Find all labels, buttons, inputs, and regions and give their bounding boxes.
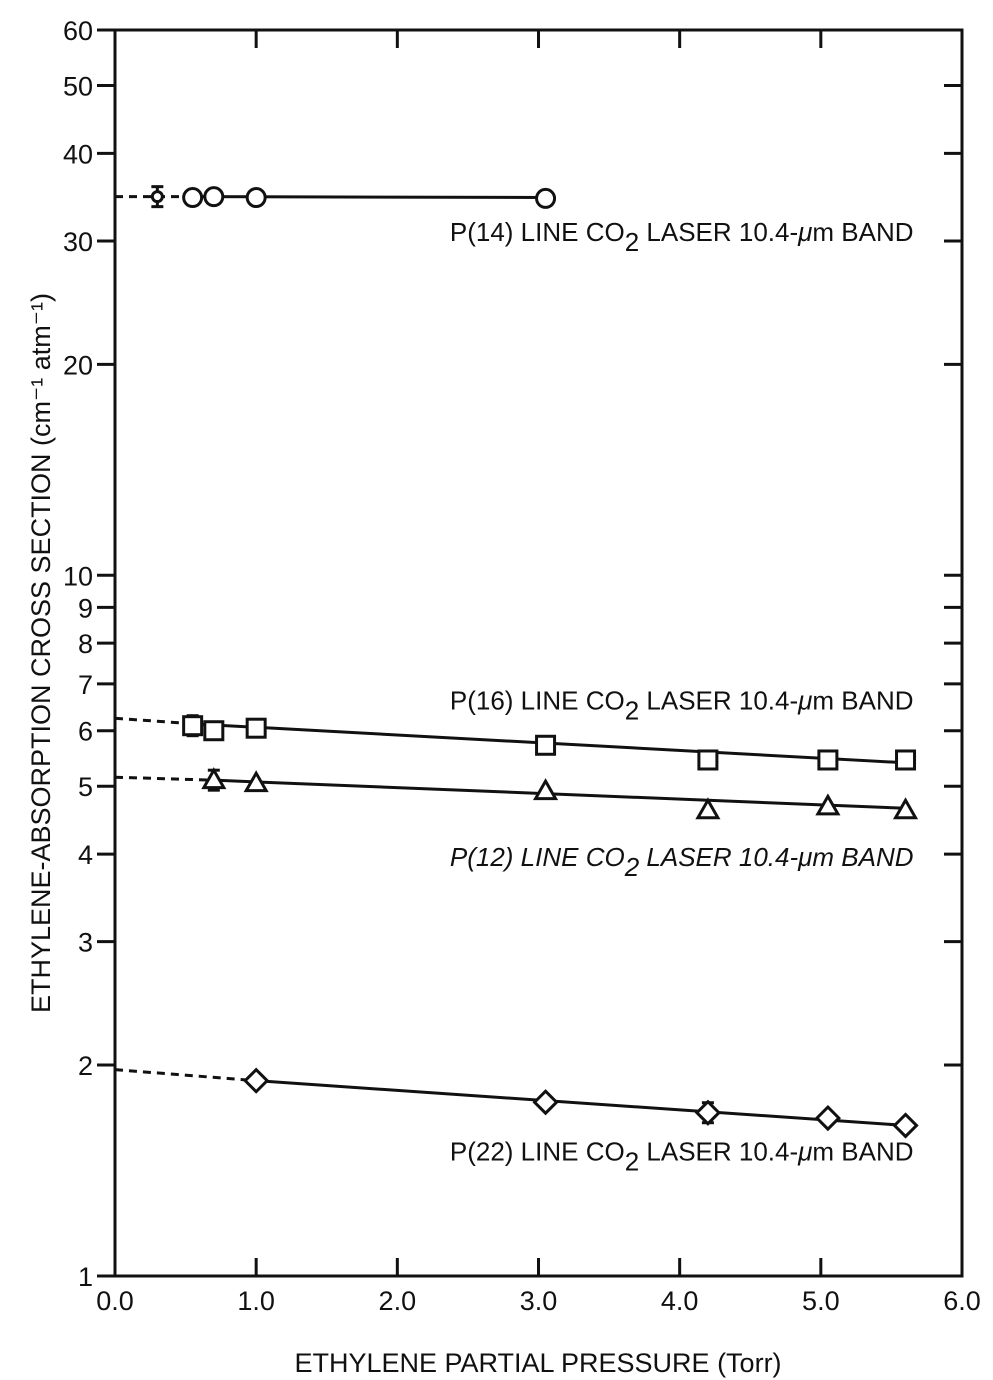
x-tick-label: 3.0 [520,1286,558,1316]
series-label-part: LASER 10.4- [639,217,798,247]
extrapolation-dashed-line [114,1068,257,1083]
circle-marker [150,190,164,204]
series-label-part: 2 [625,1147,639,1177]
series-label-part: μ [797,1137,812,1167]
series-label-part: LASER 10.4- [639,842,798,872]
series-label-part: m BAND [812,686,913,716]
triangle-marker [201,767,227,790]
fit-line [192,195,546,200]
y-tick-label: 5 [78,772,93,802]
series-label-part: 2 [625,696,639,726]
x-tick-label: 6.0 [943,1286,981,1316]
axis-ticks: 0.0 1.0 2.0 3.0 4.0 5.0 6.0 1 2 3 4 5 6 7 8 910 20 30 40 50… [63,16,981,1316]
extrapolation-dashed-line [114,775,214,782]
series-label-part: P(22) LINE CO [450,1137,625,1167]
triangle-marker [695,797,721,820]
y-tick-label: 4 [78,840,93,870]
circle-marker [203,186,225,208]
y-tick-label: 8 [78,629,93,659]
series-label-part: μ [797,217,812,247]
triangle-marker [892,797,919,820]
y-tick-label: 40 [63,139,93,169]
triangle-marker [532,778,559,801]
y-tick-label: 3 [78,928,93,958]
series-label: P(14) LINE CO2 LASER 10.4-μm BAND [450,217,914,257]
series-markers [150,185,919,1139]
series-label-part: m BAND [812,842,913,872]
square-marker [245,717,267,739]
diamond-marker [814,1104,842,1132]
diamond-marker [694,1099,722,1126]
fit-line [213,778,906,810]
y-axis-label: ETHYLENE-ABSORPTION CROSS SECTION (cm⁻¹ … [26,293,56,1013]
x-axis-label: ETHYLENE PARTIAL PRESSURE (Torr) [294,1348,781,1378]
y-tick-label: 30 [63,227,93,257]
series-label-part: LASER 10.4- [639,686,798,716]
series-label-part: 2 [625,227,639,257]
diamond-marker [532,1089,559,1116]
circle-marker [245,187,267,209]
diamond-marker [892,1112,919,1139]
y-tick-label: 60 [63,16,93,46]
square-marker [203,720,225,742]
triangle-marker [243,770,269,793]
x-tick-label: 2.0 [379,1286,417,1316]
y-tick-label: 2 [78,1051,93,1081]
x-tick-label: 1.0 [237,1286,275,1316]
square-marker [817,749,839,771]
series-label: P(12) LINE CO2 LASER 10.4-μm BAND [450,842,914,882]
square-marker [182,715,204,737]
y-tick-label: 20 [63,350,93,380]
series-label-part: P(16) LINE CO [450,686,625,716]
y-tick-label: 7 [78,670,93,700]
circle-marker [535,187,557,209]
series-label-part: P(12) LINE CO [450,842,625,872]
x-tick-label: 4.0 [661,1286,699,1316]
series-label-part: 2 [624,852,640,882]
square-marker [535,734,557,756]
triangle-marker [815,793,841,816]
y-tick-label: 50 [63,71,93,101]
series-label-part: P(14) LINE CO [450,217,625,247]
series-lines [114,195,906,1127]
y-tick-label: 9 [78,593,93,623]
series-label-part: m BAND [812,217,913,247]
series-label: P(22) LINE CO2 LASER 10.4-μm BAND [450,1137,914,1177]
fit-line [256,1079,906,1127]
series-label-part: μ [797,842,812,872]
x-tick-label: 0.0 [96,1286,134,1316]
circle-marker [182,187,204,209]
series-label-part: m BAND [812,1137,913,1167]
diamond-marker [243,1067,270,1094]
square-marker [895,749,917,771]
series-label-part: LASER 10.4- [639,1137,798,1167]
y-tick-label: 6 [78,717,93,747]
y-tick-label: 1 [78,1262,93,1292]
square-marker [697,749,719,771]
y-tick-label: 10 [63,561,93,591]
x-tick-label: 5.0 [802,1286,840,1316]
series-label: P(16) LINE CO2 LASER 10.4-μm BAND [450,686,914,726]
series-label-part: μ [797,686,812,716]
